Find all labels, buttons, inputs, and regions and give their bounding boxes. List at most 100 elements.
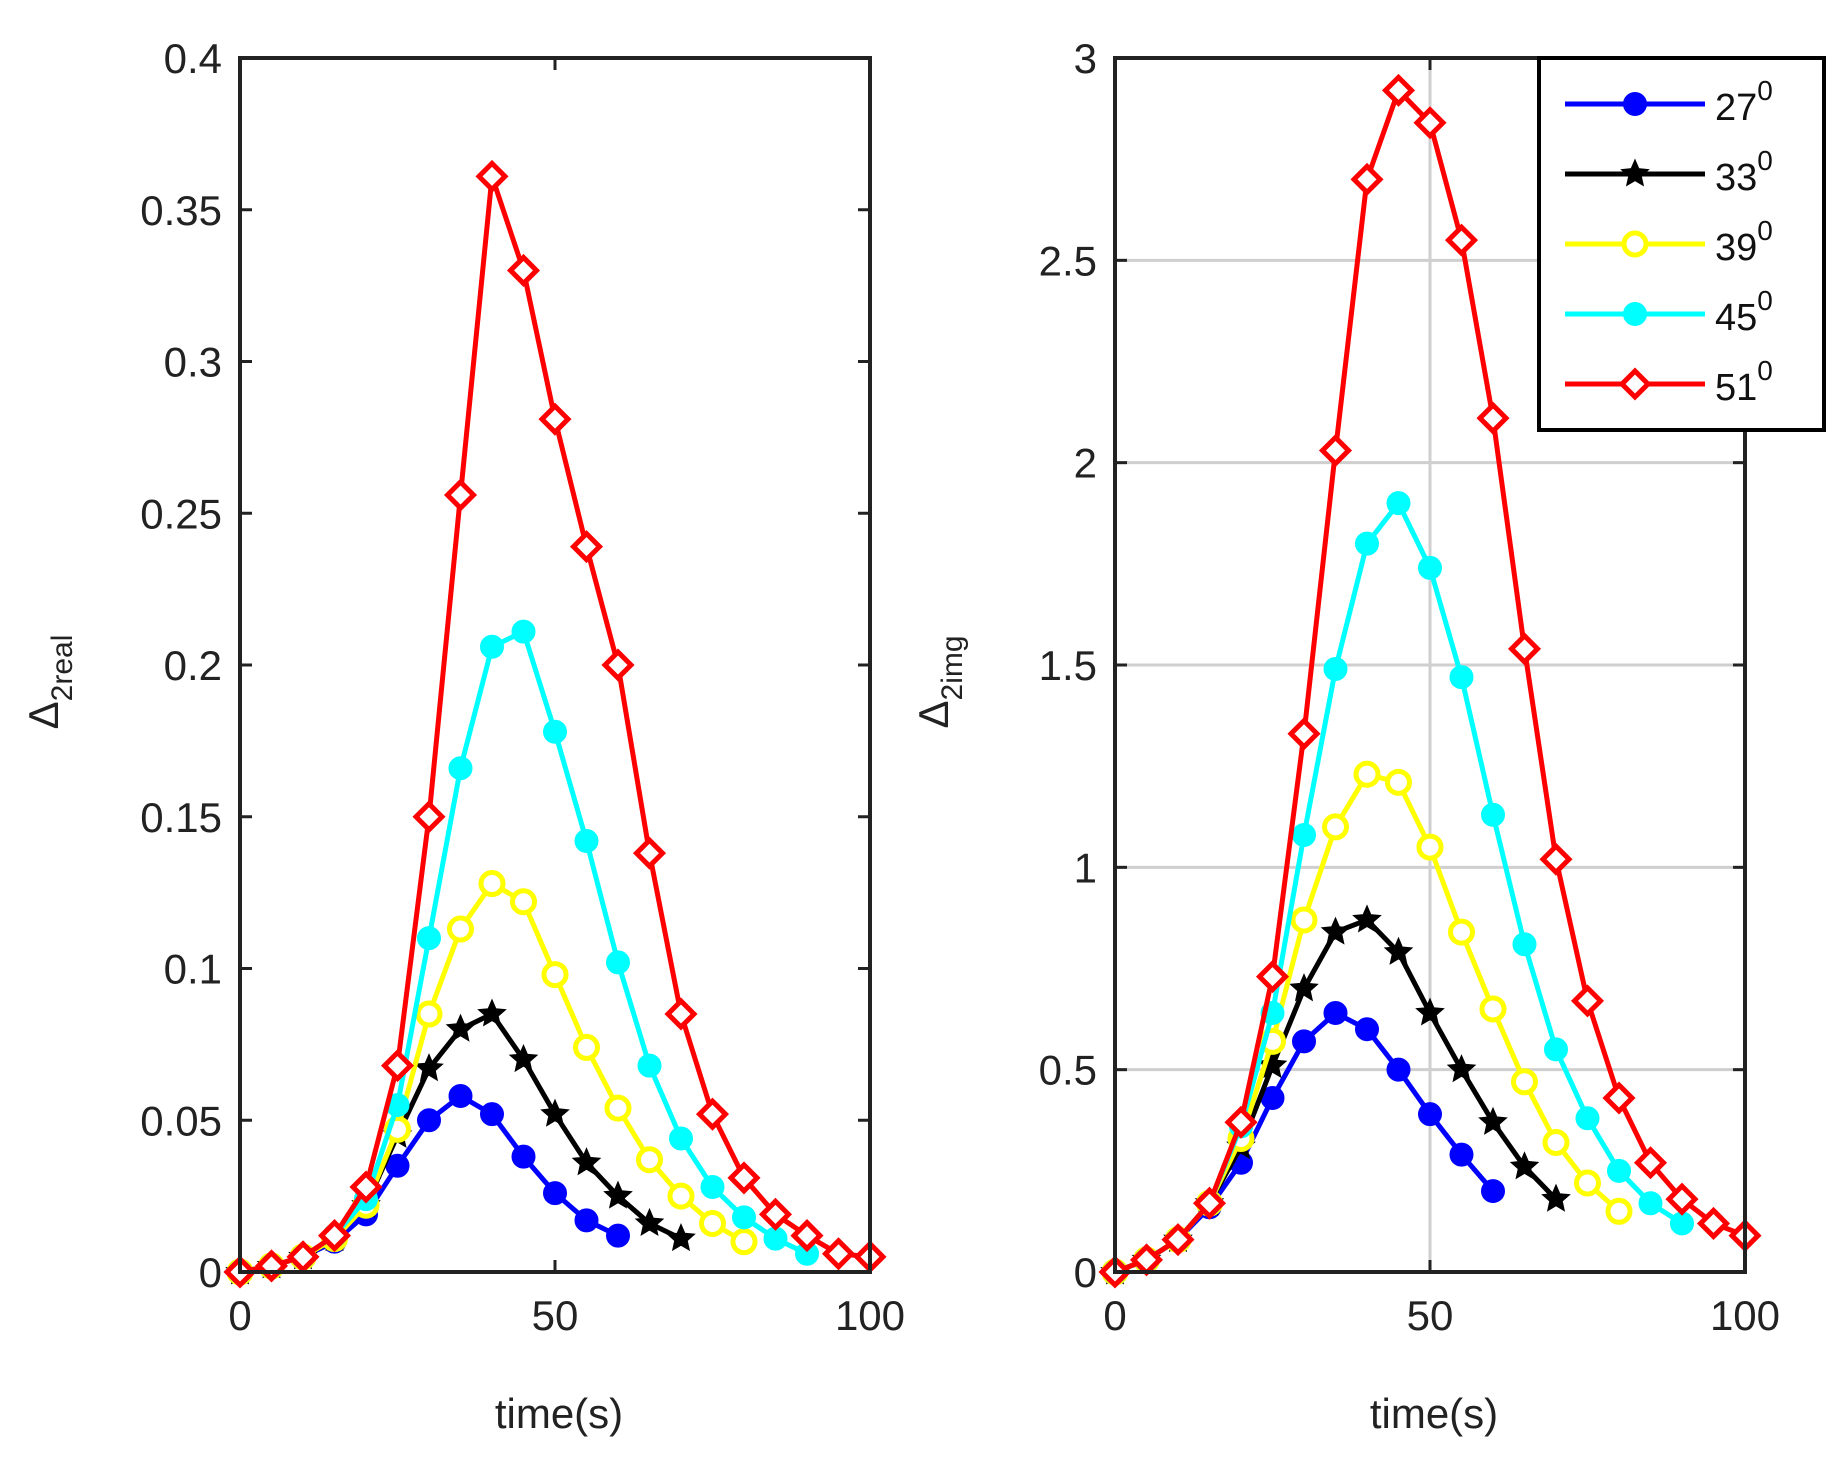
- right-data-point-33: [1383, 936, 1414, 965]
- right-data-point-51: [1696, 1206, 1731, 1240]
- left-series-51: [223, 159, 887, 1289]
- right-data-point-39: [1511, 1068, 1538, 1096]
- legend-item: 330: [1565, 145, 1773, 199]
- right-data-point-33: [1352, 904, 1382, 933]
- legend-label: 390: [1715, 215, 1773, 269]
- legend-label-value: 33: [1715, 157, 1757, 199]
- left-data-point-27: [511, 1144, 536, 1169]
- left-data-point-45: [543, 719, 567, 744]
- left-data-point-39: [447, 915, 474, 943]
- right-data-point-45: [1449, 665, 1474, 690]
- left-data-point-45: [480, 634, 504, 659]
- right-data-point-45: [1355, 531, 1379, 556]
- svg-text:Δ2real: Δ2real: [20, 635, 79, 730]
- right-y-tick-label: 1.5: [1039, 642, 1097, 689]
- left-y-tick-label: 0: [199, 1249, 222, 1296]
- right-data-point-27: [1292, 1029, 1316, 1054]
- legend-swatch-marker: [1618, 367, 1652, 401]
- right-plot-area: 0 0.5 1 1.5 2 2.5 3 0 50 100: [1039, 35, 1780, 1339]
- right-data-point-45: [1512, 932, 1537, 957]
- legend-label-value: 27: [1715, 87, 1757, 129]
- right-y-tick-label: 0: [1074, 1249, 1097, 1296]
- left-data-point-45: [763, 1226, 788, 1251]
- right-y-axis-label-symbol: Δ: [910, 700, 957, 728]
- left-data-point-51: [475, 159, 509, 193]
- left-data-point-51: [349, 1170, 383, 1204]
- legend-label: 450: [1715, 285, 1773, 339]
- left-data-point-27: [448, 1083, 473, 1108]
- left-x-tick-label: 0: [228, 1292, 251, 1339]
- legend-swatch-marker: [1623, 92, 1647, 116]
- right-data-point-39: [1353, 760, 1381, 788]
- right-data-point-39: [1605, 1197, 1633, 1225]
- right-data-point-51: [1192, 1186, 1227, 1220]
- left-data-point-51: [632, 836, 667, 870]
- left-data-point-45: [448, 756, 473, 781]
- legend-label: 270: [1715, 75, 1773, 129]
- left-data-point-51: [412, 800, 446, 834]
- right-x-tick-label: 100: [1710, 1292, 1780, 1339]
- left-data-point-51: [286, 1240, 320, 1274]
- right-data-point-51: [1665, 1182, 1699, 1216]
- right-data-point-45: [1386, 491, 1411, 516]
- legend-label-superscript: 0: [1757, 75, 1773, 106]
- right-y-tick-label: 1: [1074, 844, 1097, 891]
- right-data-point-45: [1292, 822, 1316, 847]
- left-y-tick-label: 0.05: [140, 1097, 222, 1144]
- right-data-point-27: [1481, 1179, 1505, 1204]
- right-data-point-51: [1287, 717, 1321, 751]
- right-data-point-33: [1541, 1183, 1571, 1212]
- left-y-tick-label: 0.1: [164, 946, 222, 993]
- legend-label-value: 45: [1715, 297, 1757, 339]
- left-data-point-39: [541, 961, 569, 989]
- right-y-axis-label: Δ2img: [910, 635, 969, 728]
- right-data-point-51: [1224, 1105, 1258, 1139]
- left-data-point-39: [730, 1228, 758, 1256]
- right-data-point-27: [1355, 1017, 1379, 1042]
- left-data-point-33: [571, 1147, 602, 1176]
- legend-label-superscript: 0: [1757, 215, 1773, 246]
- right-data-point-39: [1385, 768, 1412, 796]
- right-data-point-51: [1381, 73, 1416, 107]
- left-data-point-51: [317, 1219, 352, 1253]
- right-data-point-45: [1575, 1106, 1600, 1131]
- left-data-point-51: [601, 648, 635, 682]
- right-data-point-45: [1607, 1158, 1631, 1183]
- left-data-point-51: [790, 1219, 824, 1253]
- right-data-point-51: [1602, 1081, 1636, 1115]
- right-data-point-45: [1323, 657, 1348, 682]
- right-data-point-51: [1539, 842, 1573, 876]
- right-data-point-39: [1322, 813, 1349, 841]
- right-data-point-27: [1449, 1142, 1474, 1167]
- left-data-point-39: [415, 1000, 443, 1028]
- left-data-point-51: [569, 530, 604, 564]
- left-data-point-27: [417, 1108, 441, 1133]
- right-data-point-39: [1290, 906, 1318, 934]
- right-data-point-51: [1444, 223, 1479, 257]
- left-y-tick-label: 0.3: [164, 339, 222, 386]
- left-data-point-39: [636, 1146, 663, 1174]
- left-data-point-39: [604, 1094, 632, 1122]
- left-data-point-33: [634, 1207, 665, 1237]
- legend-label-superscript: 0: [1757, 285, 1773, 316]
- left-y-tick-label: 0.4: [164, 35, 222, 82]
- left-data-point-39: [510, 888, 537, 916]
- right-data-point-51: [1413, 106, 1447, 140]
- right-data-point-33: [1289, 973, 1319, 1002]
- right-y-axis-label-subscript: 2img: [936, 635, 969, 700]
- left-y-tick-label: 0.25: [140, 490, 222, 537]
- right-data-point-33: [1320, 916, 1351, 945]
- legend-swatch-marker: [1623, 302, 1647, 326]
- right-data-point-27: [1386, 1057, 1411, 1082]
- right-x-tick-label: 0: [1103, 1292, 1126, 1339]
- right-data-point-45: [1544, 1037, 1568, 1062]
- right-y-tick-label: 2.5: [1039, 237, 1097, 284]
- right-data-point-45: [1481, 802, 1505, 827]
- right-x-axis-label: time(s): [1370, 1390, 1498, 1437]
- left-data-point-51: [380, 1049, 415, 1083]
- left-data-point-51: [695, 1097, 730, 1131]
- left-data-point-51: [758, 1197, 793, 1231]
- left-data-point-45: [606, 950, 630, 975]
- left-data-point-45: [732, 1205, 756, 1230]
